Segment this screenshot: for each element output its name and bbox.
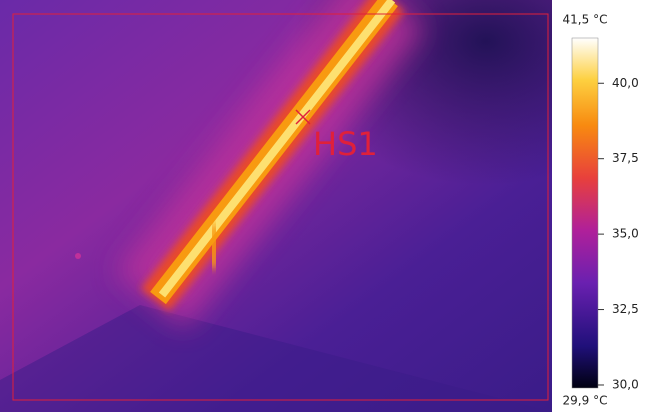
tick-label: 40,0 <box>612 76 639 90</box>
tick-label: 37,5 <box>612 151 639 165</box>
tick-label: 30,0 <box>612 377 639 391</box>
hotspot-label: HS1 <box>313 125 378 163</box>
tick-label: 35,0 <box>612 227 639 241</box>
scale-max: 41,5 °C <box>563 13 608 27</box>
scale-min: 29,9 °C <box>563 394 608 408</box>
color-scale <box>571 37 599 389</box>
hotspot-marker <box>295 109 311 125</box>
tick-label: 32,5 <box>612 302 639 316</box>
thermal-image: HS1 <box>0 0 552 412</box>
